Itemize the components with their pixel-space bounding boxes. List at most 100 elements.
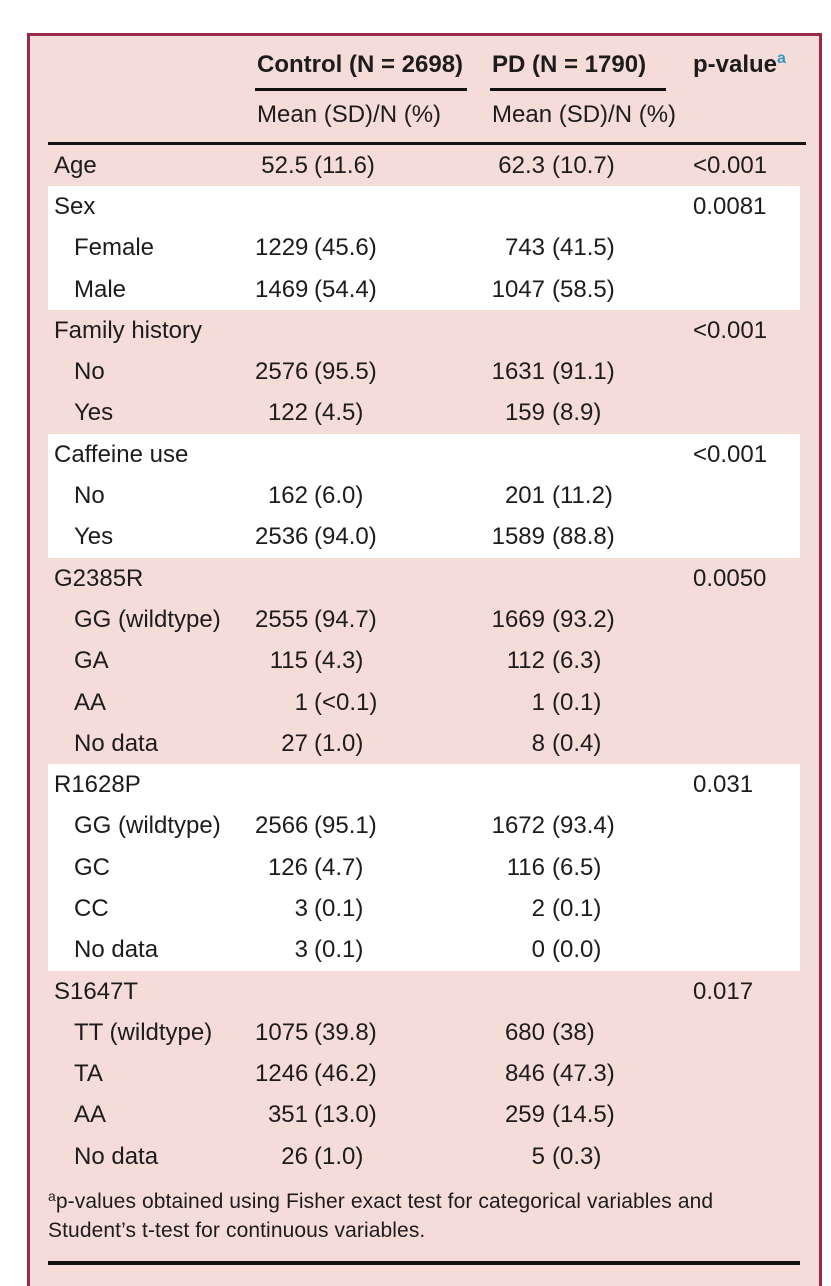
p-value: <0.001 <box>693 440 768 468</box>
row-label: GG (wildtype) <box>74 812 221 840</box>
pd-value: 0 (0.0) <box>531 936 602 964</box>
table-header: Control (N = 2698) Mean (SD)/N (%) PD (N… <box>48 36 800 142</box>
control-value: 27 (1.0) <box>281 729 364 757</box>
section-sex: Sex 0.0081 Female 1229 (45.6) 743 (41.5) M… <box>48 186 800 311</box>
section-s1647t: S1647T 0.017 TT (wildtype) 1075 (39.8) 68… <box>48 971 800 1177</box>
control-value: 2576 (95.5) <box>255 358 377 386</box>
table-row: Age 52.5 (11.6) 62.3 (10.7) <0.001 <box>48 145 800 186</box>
row-label: Sex <box>54 192 96 220</box>
table-row: AA 1 (<0.1) 1 (0.1) <box>48 682 800 723</box>
row-label: No <box>74 358 105 386</box>
p-value: <0.001 <box>693 316 768 344</box>
pd-value: 112 (6.3) <box>506 647 602 675</box>
bottom-rule <box>48 1261 800 1266</box>
p-value: 0.0050 <box>693 564 767 592</box>
table-row: No data 27 (1.0) 8 (0.4) <box>48 723 800 764</box>
table-row: GG (wildtype) 2566 (95.1) 1672 (93.4) <box>48 806 800 847</box>
table-row: No 2576 (95.5) 1631 (91.1) <box>48 351 800 392</box>
pvalue-header-label: p-value <box>693 51 778 78</box>
control-value: 3 (0.1) <box>294 894 364 922</box>
row-label: S1647T <box>54 977 139 1005</box>
pd-value: 259 (14.5) <box>504 1101 615 1129</box>
pd-value: 1672 (93.4) <box>491 812 615 840</box>
control-value: 3 (0.1) <box>294 936 364 964</box>
table-row: Female 1229 (45.6) 743 (41.5) <box>48 228 800 269</box>
table-row: Caffeine use <0.001 <box>48 434 800 475</box>
table-row: TA 1246 (46.2) 846 (47.3) <box>48 1054 800 1095</box>
pd-value: 1 (0.1) <box>531 688 602 716</box>
footnote-text: p-values obtained using Fisher exact tes… <box>48 1190 714 1243</box>
pd-column: PD (N = 1790) Mean (SD)/N (%) <box>490 50 690 142</box>
control-value: 1229 (45.6) <box>255 234 377 262</box>
control-value: 2555 (94.7) <box>255 605 377 633</box>
table-row: G2385R 0.0050 <box>48 558 800 599</box>
control-value: 26 (1.0) <box>281 1142 364 1170</box>
pd-column-subheader: Mean (SD)/N (%) <box>492 101 677 128</box>
row-label: CC <box>74 894 109 922</box>
table-row: No 162 (6.0) 201 (11.2) <box>48 475 800 516</box>
section-r1628p: R1628P 0.031 GG (wildtype) 2566 (95.1) 16… <box>48 764 800 971</box>
pd-value: 159 (8.9) <box>504 399 602 427</box>
row-label: Male <box>74 275 127 303</box>
pd-value: 1589 (88.8) <box>491 523 615 551</box>
table-row: R1628P 0.031 <box>48 764 800 805</box>
pvalue-column: p-valuea <box>690 50 800 142</box>
pd-value: 116 (6.5) <box>506 853 602 881</box>
control-column-subheader: Mean (SD)/N (%) <box>257 101 442 128</box>
row-label: No data <box>74 729 159 757</box>
pvalue-column-header: p-valuea <box>690 50 786 79</box>
p-value: 0.031 <box>693 771 754 799</box>
control-value: 122 (4.5) <box>267 399 364 427</box>
section-family-history: Family history <0.001 No 2576 (95.5) 1631… <box>48 310 800 434</box>
control-column: Control (N = 2698) Mean (SD)/N (%) <box>255 50 490 142</box>
table-row: Yes 2536 (94.0) 1589 (88.8) <box>48 517 800 558</box>
table-row: GA 115 (4.3) 112 (6.3) <box>48 641 800 682</box>
pd-value: 1631 (91.1) <box>491 358 615 386</box>
table-body: Age 52.5 (11.6) 62.3 (10.7) <0.001 Sex 0.0… <box>30 145 819 1177</box>
row-label: GA <box>74 647 109 675</box>
row-label: G2385R <box>54 564 144 592</box>
row-label: Female <box>74 234 155 262</box>
row-label: GG (wildtype) <box>74 605 221 633</box>
row-label: TA <box>74 1060 103 1088</box>
row-label: Caffeine use <box>54 440 189 468</box>
table-row: Sex 0.0081 <box>48 186 800 227</box>
control-value: 162 (6.0) <box>267 482 364 510</box>
row-label: Yes <box>74 523 114 551</box>
control-value: 126 (4.7) <box>267 853 364 881</box>
table-row: No data 3 (0.1) 0 (0.0) <box>48 930 800 971</box>
row-label: Yes <box>74 399 114 427</box>
p-value: <0.001 <box>693 151 768 179</box>
p-value: 0.017 <box>693 977 754 1005</box>
row-label: Age <box>54 151 97 179</box>
row-label: No <box>74 482 105 510</box>
section-g2385r: G2385R 0.0050 GG (wildtype) 2555 (94.7) 1… <box>48 558 800 764</box>
control-value: 2566 (95.1) <box>255 812 377 840</box>
table-footnote: ap-values obtained using Fisher exact te… <box>48 1187 804 1245</box>
row-label: Family history <box>54 316 203 344</box>
row-label: TT (wildtype) <box>74 1018 213 1046</box>
table-row: Male 1469 (54.4) 1047 (58.5) <box>48 269 800 310</box>
table-row: GG (wildtype) 2555 (94.7) 1669 (93.2) <box>48 599 800 640</box>
characteristics-table-panel: Control (N = 2698) Mean (SD)/N (%) PD (N… <box>27 33 822 1286</box>
table-row: Family history <0.001 <box>48 310 800 351</box>
pd-value: 1669 (93.2) <box>491 605 615 633</box>
pd-value: 62.3 (10.7) <box>498 151 615 179</box>
table-row: No data 26 (1.0) 5 (0.3) <box>48 1136 800 1177</box>
footnote-marker: a <box>48 1188 56 1205</box>
row-label: GC <box>74 853 110 881</box>
pd-value: 5 (0.3) <box>531 1142 602 1170</box>
table-row: Yes 122 (4.5) 159 (8.9) <box>48 393 800 434</box>
control-value: 1 (<0.1) <box>294 688 378 716</box>
table-row: TT (wildtype) 1075 (39.8) 680 (38) <box>48 1012 800 1053</box>
control-column-header: Control (N = 2698) <box>255 50 467 91</box>
row-label: R1628P <box>54 771 141 799</box>
table-row: GC 126 (4.7) 116 (6.5) <box>48 847 800 888</box>
pd-value: 8 (0.4) <box>531 729 602 757</box>
row-label: AA <box>74 688 107 716</box>
control-value: 115 (4.3) <box>269 647 364 675</box>
pvalue-footnote-marker: a <box>777 50 786 67</box>
pd-value: 846 (47.3) <box>504 1060 615 1088</box>
section-age: Age 52.5 (11.6) 62.3 (10.7) <0.001 <box>48 145 800 186</box>
row-label: AA <box>74 1101 107 1129</box>
